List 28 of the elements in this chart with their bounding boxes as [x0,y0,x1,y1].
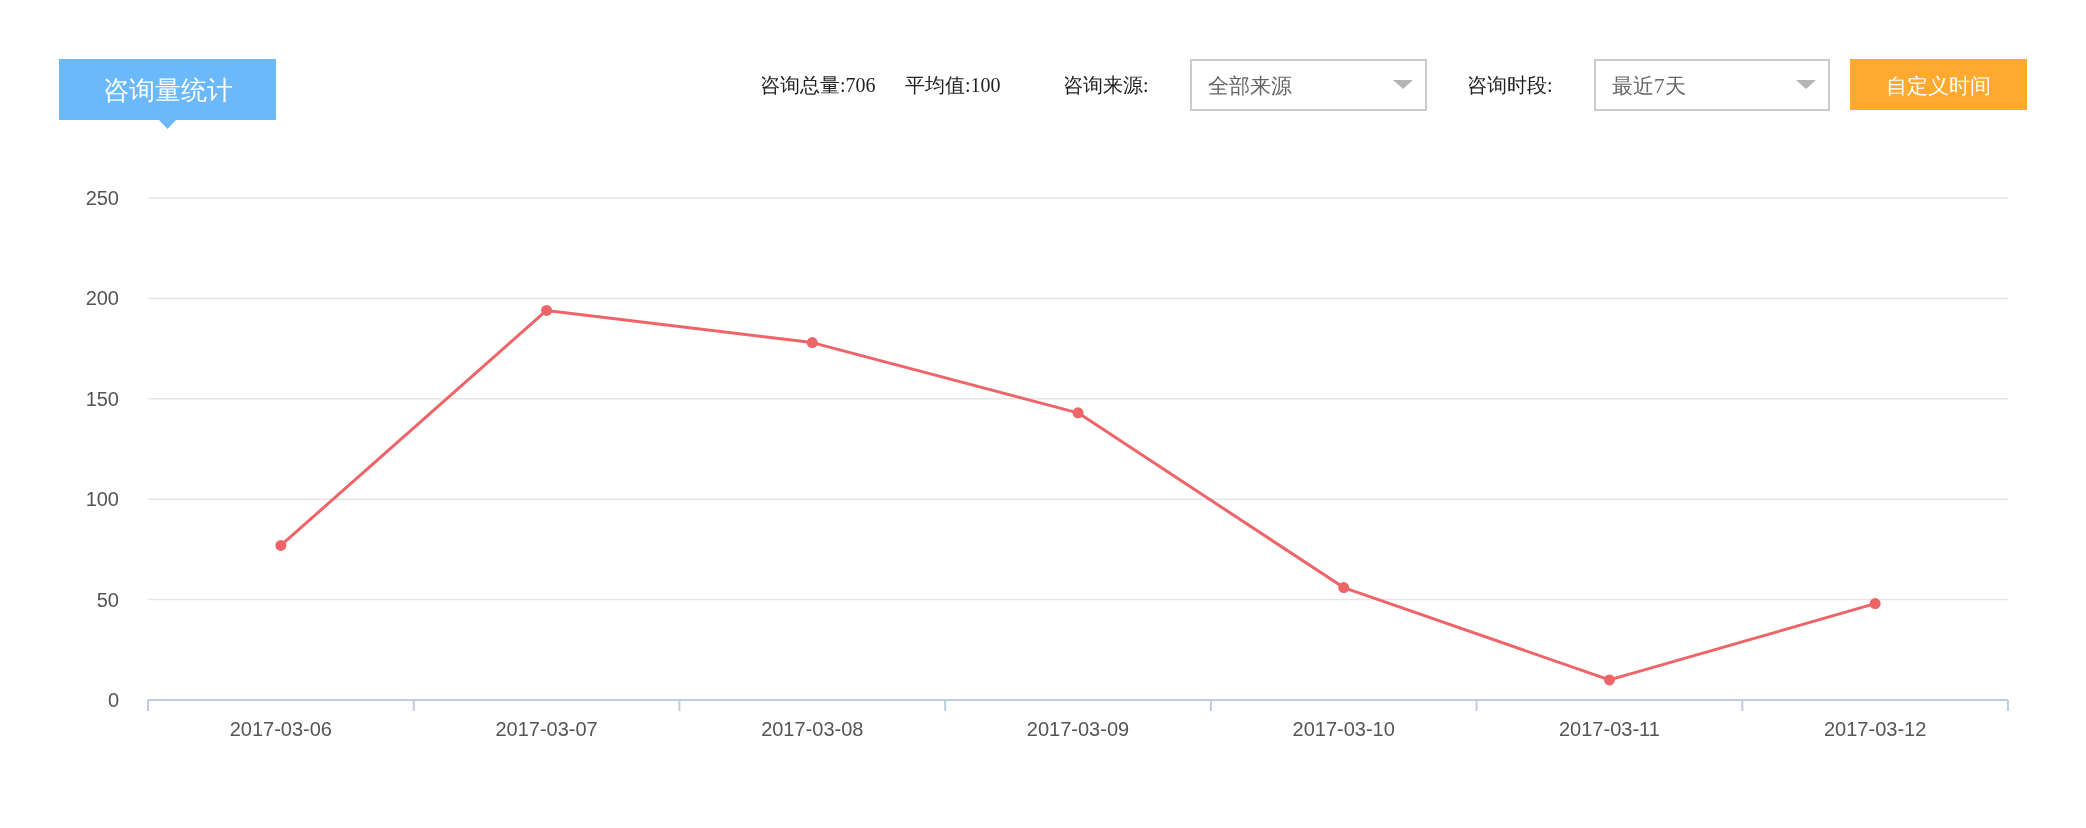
x-tick-label: 2017-03-11 [1559,718,1660,740]
y-tick-label: 50 [96,588,119,611]
text: 咨询时段: [1467,74,1553,96]
text: 咨询来源: [1063,74,1149,96]
x-tick-label: 2017-03-08 [761,718,864,740]
y-tick-label: 200 [85,287,119,310]
x-tick-label: 2017-03-06 [229,718,333,740]
text: 最近7天 [1612,74,1686,98]
point [1338,582,1350,594]
point [1869,598,1881,610]
x-tick-label: 2017-03-12 [1823,718,1927,740]
x-tick-label: 2017-03-10 [1292,718,1395,740]
point [1603,674,1615,686]
y-tick-label: 250 [85,187,119,209]
point [1072,407,1084,419]
y-tick-label: 100 [85,488,119,511]
point [806,337,818,349]
text: 咨询总量:706 [760,74,876,96]
x-tick-label: 2017-03-09 [1026,718,1130,740]
point [541,304,553,316]
text: 平均值:100 [905,74,1001,96]
x-tick-label: 2017-03-07 [495,718,598,740]
y-tick-label: 150 [85,387,119,410]
text: 自定义时间 [1886,74,1991,98]
text: 全部来源 [1208,74,1292,98]
y-tick-label: 0 [107,689,119,711]
point [275,539,287,551]
chart-title: 咨询量统计 [102,76,233,105]
